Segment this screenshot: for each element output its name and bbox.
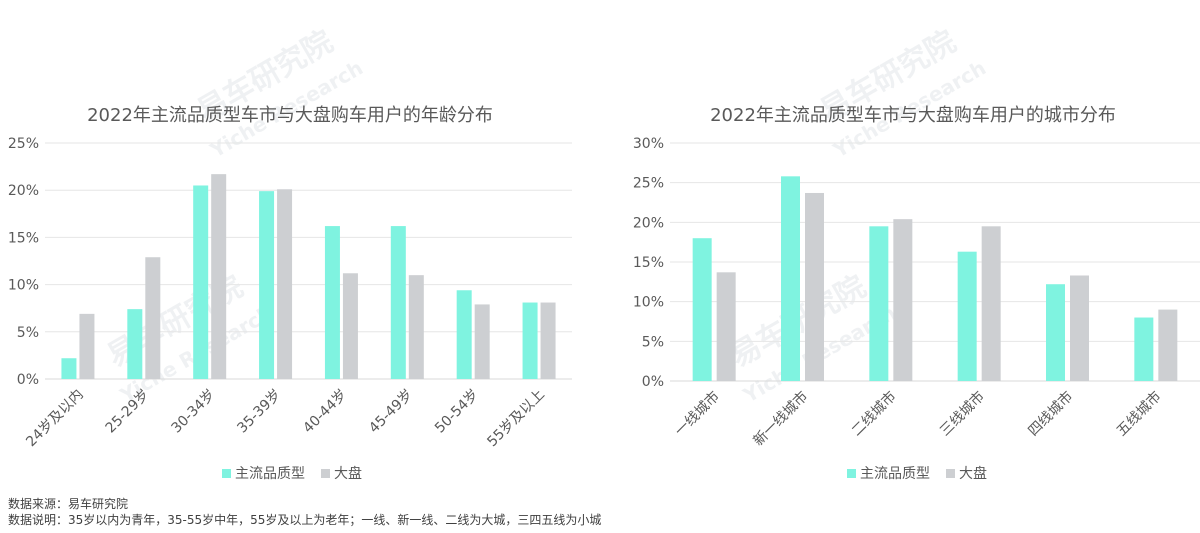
y-tick-label: 30% [633, 136, 664, 152]
legend-swatch [847, 469, 856, 478]
bar-primary [193, 185, 209, 379]
bar-primary [1046, 284, 1065, 381]
x-tick-label: 40-44岁 [300, 387, 350, 437]
bar-market [474, 304, 490, 379]
bar-market [277, 189, 293, 379]
x-tick-label: 四线城市 [1025, 388, 1077, 440]
bar-primary [456, 290, 472, 379]
y-tick-label: 15% [633, 255, 664, 271]
bar-market [211, 174, 227, 379]
x-tick-label: 24岁及以内 [23, 387, 87, 451]
legend-label: 大盘 [959, 465, 987, 482]
y-tick-label: 5% [642, 334, 664, 350]
bar-market [408, 275, 424, 379]
legend-label: 大盘 [334, 465, 362, 482]
bar-market [342, 273, 358, 379]
x-tick-label: 30-34岁 [169, 387, 219, 437]
bar-market [540, 302, 556, 379]
legend-label: 主流品质型 [860, 466, 930, 482]
data-description-note: 数据说明：35岁以内为青年，35-55岁中年，55岁及以上为老年；一线、新一线、… [8, 513, 602, 527]
bar-primary [692, 238, 712, 381]
bar-market [981, 226, 1001, 381]
y-tick-label: 15% [8, 230, 39, 246]
chart-title: 2022年主流品质型车市与大盘购车用户的城市分布 [710, 105, 1116, 126]
x-tick-label: 五线城市 [1113, 388, 1165, 440]
bar-primary [522, 302, 538, 379]
bar-primary [957, 251, 977, 381]
legend-swatch [222, 469, 231, 478]
x-tick-label: 45-49岁 [366, 387, 416, 437]
x-tick-label: 55岁及以上 [484, 387, 548, 451]
x-tick-label: 二线城市 [848, 388, 900, 440]
y-tick-label: 10% [633, 295, 664, 311]
legend-label: 主流品质型 [235, 466, 305, 482]
chart-title: 2022年主流品质型车市与大盘购车用户的年龄分布 [87, 105, 493, 126]
x-tick-label: 35-39岁 [234, 387, 284, 437]
y-tick-label: 10% [8, 278, 39, 294]
bar-market [1070, 275, 1089, 381]
y-tick-label: 0% [642, 374, 664, 390]
bar-market [716, 272, 736, 381]
y-tick-label: 5% [17, 325, 39, 341]
bar-market [79, 313, 95, 379]
x-tick-label: 一线城市 [671, 388, 723, 440]
legend-swatch [321, 469, 330, 478]
bar-market [1158, 309, 1178, 381]
legend-swatch [946, 469, 955, 478]
y-tick-label: 0% [17, 372, 39, 388]
bar-primary [869, 226, 889, 381]
y-tick-label: 20% [633, 215, 664, 231]
x-tick-label: 三线城市 [936, 388, 988, 440]
bar-primary [1134, 317, 1154, 381]
bar-primary [127, 309, 143, 379]
bar-primary [390, 226, 406, 379]
y-tick-label: 20% [8, 183, 39, 199]
y-tick-label: 25% [8, 136, 39, 152]
bar-market [805, 192, 824, 381]
x-tick-label: 50-54岁 [432, 387, 482, 437]
bar-market [145, 257, 161, 379]
bar-market [893, 219, 913, 381]
bar-primary [324, 226, 340, 379]
y-tick-label: 25% [633, 176, 664, 192]
bar-primary [781, 176, 800, 381]
bar-primary [61, 358, 77, 379]
data-source-note: 数据来源：易车研究院 [8, 497, 129, 511]
bar-primary [259, 191, 275, 379]
